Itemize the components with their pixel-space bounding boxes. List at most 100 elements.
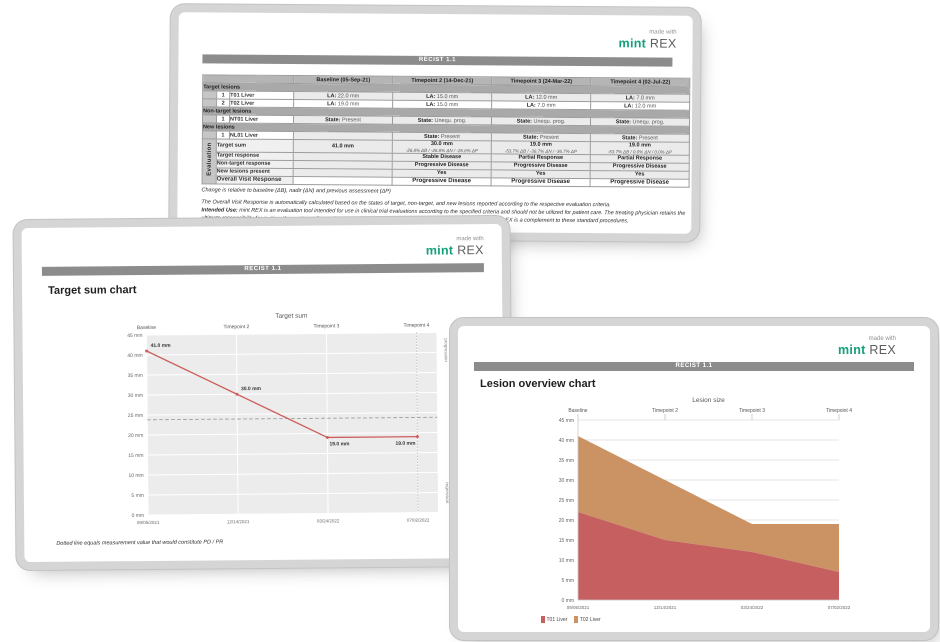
y-tick-label: 25 mm [559,498,574,504]
value-text: 12.0 mm [535,94,558,101]
t01-area [578,512,839,600]
legend-swatch [541,616,545,623]
evaluation-value: Progressive Disease [610,179,669,186]
target-sum-line [146,350,418,439]
lesion-number: 1 [216,130,230,140]
legend-swatch [574,616,578,623]
evaluation-value-cell: Progressive Disease [590,178,690,187]
brand-block: made with mint REX [619,29,677,51]
target-sum-chart-heading: Target sum chart [48,284,137,297]
y-tick-label: 40 mm [127,353,142,359]
grid-line [147,471,438,476]
grid-line [148,511,439,516]
lesion-number: 1 [216,114,230,124]
grid-line [235,334,239,515]
value-label: State: [516,118,533,125]
date-label: 09/05/2021 [137,520,160,525]
evaluation-value: Yes [535,170,546,177]
value-label: State: [325,116,341,123]
value-label: LA: [327,92,337,99]
value-label: State: [417,117,434,124]
evaluation-value: Progressive Disease [612,163,667,170]
y-tick-label: 15 mm [559,538,574,544]
evaluation-value-cell: Progressive Disease [392,176,492,186]
value-text: Unequ. prog. [632,118,665,126]
evaluation-value: Progressive Disease [513,162,568,169]
value-text: Present [440,133,460,140]
legend-label: T01 Liver [546,616,568,623]
evaluation-label: Evaluation [206,141,213,176]
grid-line [147,431,438,436]
timepoint-label: Timepoint 4 [403,323,429,329]
data-point-label: 41.0 mm [151,343,172,349]
value-text: 22.0 mm [337,92,360,99]
y-tick-label: 45 mm [559,418,574,424]
mint-logo-text: mint [618,36,647,51]
lesion-overview-chart: 0 mm 5 mm 10 mm 15 mm 20 mm 25 mm 30 mm 35 mm 40… [559,397,852,610]
target-sum-chart: 0 mm 5 mm 10 mm 15 mm 20 mm 25 mm 30 mm 35 mm 40… [127,313,450,525]
intended-use-label: Intended Use: [201,207,238,214]
grid-line [147,411,438,416]
evaluation-value-cell: 19.0 mm -53.7% ΔB / -36.7% ΔN / -36.7% ΔP [491,140,591,155]
value-label: LA: [327,100,337,107]
lesion-overview-chart-heading: Lesion overview chart [480,378,596,390]
lesion-number: 1 [216,90,230,100]
value-text: 19.0 mm [337,100,360,107]
value-text: 12.0 mm [634,102,657,110]
grid-line [325,333,329,514]
y-tick-label: 5 mm [562,578,575,584]
y-tick-label: 35 mm [128,373,143,379]
date-label: 09/05/2021 [567,605,590,610]
mint-rex-logo: mint REX [426,243,484,258]
legend-item: T02 Liver [574,616,601,623]
date-label: 07/02/2022 [407,518,430,523]
lesion-overview-page: made with mint REX RECIST 1.1 Lesion ove… [458,326,930,632]
gutter-cell [202,114,217,123]
evaluation-value: 30.0 mm [430,140,453,148]
mint-rex-logo: mint REX [619,36,677,51]
evaluation-value: Progressive Disease [511,178,570,185]
y-tick-label: 30 mm [559,478,574,484]
evaluation-value-cell: 30.0 mm -26.8% ΔB / -26.8% ΔN / -26.8% ΔP [392,140,492,154]
evaluation-delta: -26.8% ΔB / -26.8% ΔN / -26.8% ΔP [405,147,478,153]
timepoint-label: Timepoint 3 [739,408,765,414]
recist-table: Baseline (05-Sep-21) Timepoint 2 (14-Dec-… [202,74,691,187]
y-tick-label: 0 mm [562,598,575,604]
footnote-intended-use: Intended Use: mint REX is an evaluation … [201,206,687,226]
chart-title: Lesion size [692,397,725,404]
value-label: LA: [625,94,635,101]
value-text: Present [539,134,559,141]
date-label: 07/02/2022 [828,605,851,610]
evaluation-label-cell: Evaluation [202,138,217,184]
value-label: State: [622,134,638,141]
dotted-line-footnote: Dotted line equals measurement value tha… [56,539,224,547]
evaluation-delta: -53.7% ΔB / -36.7% ΔN / -36.7% ΔP [504,147,577,154]
rex-logo-text: REX [649,36,677,51]
mint-rex-logo: mint REX [838,343,896,357]
plot-background [146,332,439,516]
value-label: LA: [624,102,634,109]
intended-use-text: mint REX is an evaluation tool intended … [201,207,686,225]
grid-line [147,491,438,496]
evaluation-value: 41.0 mm [331,143,354,150]
value-label: State: [523,134,539,141]
data-point [235,392,239,396]
evaluation-value: 19.0 mm [529,141,552,148]
value-text: 15.0 mm [436,101,459,108]
brand-block: made with mint REX [426,236,484,258]
value-label: State: [615,118,632,125]
rex-logo-text: REX [869,342,896,357]
grid-line [147,451,438,456]
y-tick-label: 35 mm [559,458,574,464]
evaluation-value: Progressive Disease [414,161,469,169]
data-point [145,349,149,353]
value-label: LA: [426,93,436,100]
evaluation-value-cell: Progressive Disease [491,177,591,187]
grid-line [146,331,437,336]
timepoint-label: Timepoint 3 [313,323,339,329]
evaluation-value: Partial Response [617,155,663,162]
made-with-label: made with [868,336,896,342]
current-timepoint-line [416,332,419,513]
grid-line [147,391,438,396]
mint-logo-text: mint [425,243,454,258]
